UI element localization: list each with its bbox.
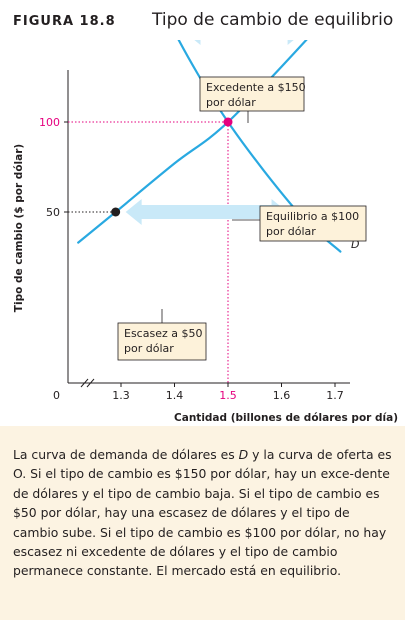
caption-demand-symbol: D (238, 447, 249, 462)
equilibrio-label-line: por dólar (266, 225, 316, 238)
escasez-label-line: por dólar (124, 342, 174, 355)
escasez-label-box (117, 322, 207, 361)
figure-header: FIGURA 18.8 Tipo de cambio de equilibrio (0, 0, 405, 40)
figure-caption: La curva de demanda de dólares es D y la… (13, 445, 397, 581)
x-tick-label: 1.6 (273, 389, 291, 402)
axis-break-mark (80, 378, 89, 388)
escasez-label-line: Escasez a $50 (124, 327, 202, 340)
x-tick-label: 1.4 (166, 389, 184, 402)
y-tick-label: 100 (39, 116, 60, 129)
excedente-label-box (199, 76, 305, 112)
demand-curve-label: D (351, 238, 359, 251)
equilibrio-label-line: Equilibrio a $100 (266, 210, 359, 223)
x-axis-title: Cantidad (billones de dólares por día) (174, 412, 398, 424)
data-point (111, 207, 121, 217)
y-tick-label: 50 (46, 206, 60, 219)
x-tick-label: 1.7 (326, 389, 344, 402)
axis-break-mark (86, 378, 95, 388)
surplus-arrow (194, 40, 294, 45)
x-tick-label: 1.5 (219, 389, 237, 402)
equilibrium-point (223, 117, 233, 127)
shortage-arrow (125, 199, 288, 225)
figure-title: Tipo de cambio de equilibrio (152, 10, 394, 30)
exchange-rate-chart: 1.31.41.51.61.7501001500Cantidad (billon… (13, 40, 398, 424)
caption-part-2: y la curva de oferta es O. Si el tipo de… (13, 447, 392, 579)
excedente-label-line: por dólar (206, 96, 256, 109)
y-axis-title: Tipo de cambio ($ por dólar) (13, 144, 25, 312)
figure-label: FIGURA 18.8 (13, 14, 116, 29)
caption-part-1: La curva de demanda de dólares es (13, 447, 239, 462)
x-tick-label: 1.3 (112, 389, 130, 402)
excedente-label-line: Excedente a $150 (206, 81, 306, 94)
equilibrio-label-box (259, 205, 367, 242)
origin-label: 0 (53, 389, 60, 402)
